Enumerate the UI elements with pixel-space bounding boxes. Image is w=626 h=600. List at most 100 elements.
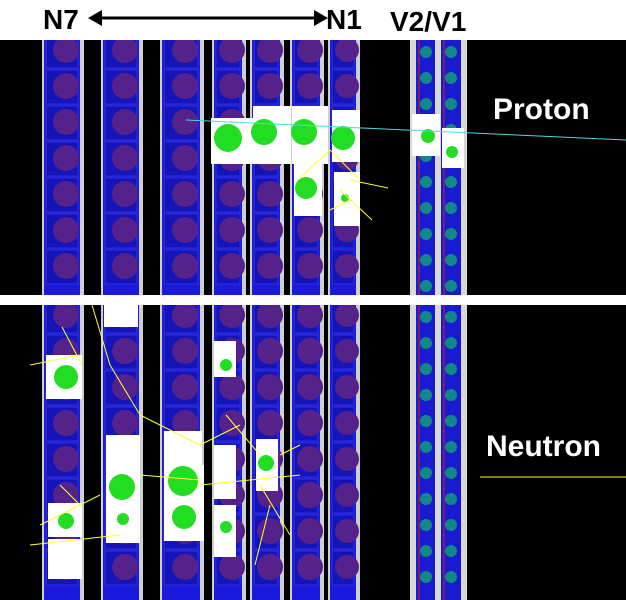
- detector-column: [160, 40, 204, 295]
- veto-dot: [445, 493, 457, 505]
- particle-track: [254, 504, 271, 566]
- cell-marker: [172, 73, 198, 99]
- hit-cluster: [54, 365, 78, 389]
- double-arrow-icon: [88, 10, 328, 26]
- veto-dot: [420, 72, 432, 84]
- proton-detector-view: [42, 40, 626, 295]
- hit-cluster: [109, 474, 135, 500]
- veto-dot: [420, 337, 432, 349]
- particle-track: [109, 364, 141, 416]
- veto-dot: [445, 519, 457, 531]
- detector-column: [250, 40, 284, 295]
- cell-marker: [335, 254, 359, 278]
- particle-track: [59, 484, 81, 506]
- neutron-detector-view: [29, 305, 626, 600]
- veto-dot: [420, 467, 432, 479]
- particle-track: [199, 474, 301, 486]
- cell-marker: [112, 109, 138, 135]
- particle-track: [349, 179, 389, 189]
- label-veto: V2/V1: [390, 6, 467, 37]
- cell-marker: [112, 554, 138, 580]
- cell-marker: [297, 446, 323, 472]
- hit-cluster: [421, 129, 435, 143]
- veto-dot: [445, 571, 457, 583]
- particle-track: [39, 494, 101, 526]
- cell-marker: [297, 73, 323, 99]
- particle-track: [139, 474, 201, 481]
- hit-block: [164, 431, 202, 471]
- cell-marker: [335, 519, 359, 543]
- veto-dot: [445, 176, 457, 188]
- cell-marker: [257, 217, 283, 243]
- cell-marker: [112, 253, 138, 279]
- neutron-label: Neutron: [486, 430, 601, 463]
- cell-marker: [219, 181, 245, 207]
- hit-cluster: [251, 119, 277, 145]
- cell-marker: [53, 145, 79, 171]
- particle-track: [139, 414, 201, 446]
- cell-marker: [335, 40, 359, 62]
- veto-dot: [445, 202, 457, 214]
- veto-dot: [445, 363, 457, 375]
- cell-marker: [172, 253, 198, 279]
- cell-marker: [172, 410, 198, 436]
- detector-column: [328, 305, 360, 600]
- cell-marker: [335, 74, 359, 98]
- cell-marker: [219, 253, 245, 279]
- particle-track: [29, 534, 121, 546]
- particle-track: [185, 119, 626, 141]
- veto-dot: [420, 571, 432, 583]
- veto-dot: [445, 415, 457, 427]
- cell-marker: [335, 339, 359, 363]
- cell-marker: [53, 410, 79, 436]
- hit-cluster: [258, 455, 274, 471]
- veto-dot: [445, 441, 457, 453]
- cell-marker: [172, 305, 198, 328]
- hit-cluster: [295, 177, 317, 199]
- hit-block: [104, 305, 138, 327]
- veto-dot: [420, 280, 432, 292]
- cell-marker: [112, 374, 138, 400]
- cell-marker: [53, 181, 79, 207]
- particle-track: [225, 414, 261, 456]
- veto-dot: [420, 545, 432, 557]
- veto-dot: [420, 228, 432, 240]
- veto-dot: [420, 389, 432, 401]
- header: N7 N1 V2/V1: [0, 0, 626, 40]
- cell-marker: [112, 73, 138, 99]
- cell-marker: [112, 410, 138, 436]
- cell-marker: [112, 338, 138, 364]
- hit-cluster: [58, 513, 74, 529]
- particle-track: [29, 354, 81, 366]
- cell-marker: [297, 305, 323, 328]
- veto-dot: [420, 202, 432, 214]
- hit-cluster: [220, 521, 232, 533]
- veto-dot: [420, 176, 432, 188]
- cell-marker: [219, 374, 245, 400]
- veto-bar: [435, 305, 467, 600]
- veto-dot: [420, 46, 432, 58]
- veto-dot: [420, 493, 432, 505]
- cell-marker: [297, 253, 323, 279]
- cell-marker: [53, 109, 79, 135]
- cell-marker: [219, 217, 245, 243]
- cell-marker: [172, 374, 198, 400]
- cell-marker: [112, 181, 138, 207]
- particle-track: [199, 424, 241, 446]
- hit-block: [214, 445, 236, 499]
- cell-marker: [219, 73, 245, 99]
- cell-marker: [257, 410, 283, 436]
- particle-track: [91, 305, 111, 366]
- cell-marker: [335, 483, 359, 507]
- detector-column: [212, 40, 246, 295]
- veto-dot: [445, 311, 457, 323]
- particle-track: [61, 326, 83, 366]
- label-n7: N7: [43, 4, 79, 35]
- cell-marker: [257, 181, 283, 207]
- hit-cluster: [331, 126, 355, 150]
- cell-marker: [335, 375, 359, 399]
- cell-marker: [172, 145, 198, 171]
- cell-marker: [172, 40, 198, 63]
- cell-marker: [335, 411, 359, 435]
- cell-marker: [53, 217, 79, 243]
